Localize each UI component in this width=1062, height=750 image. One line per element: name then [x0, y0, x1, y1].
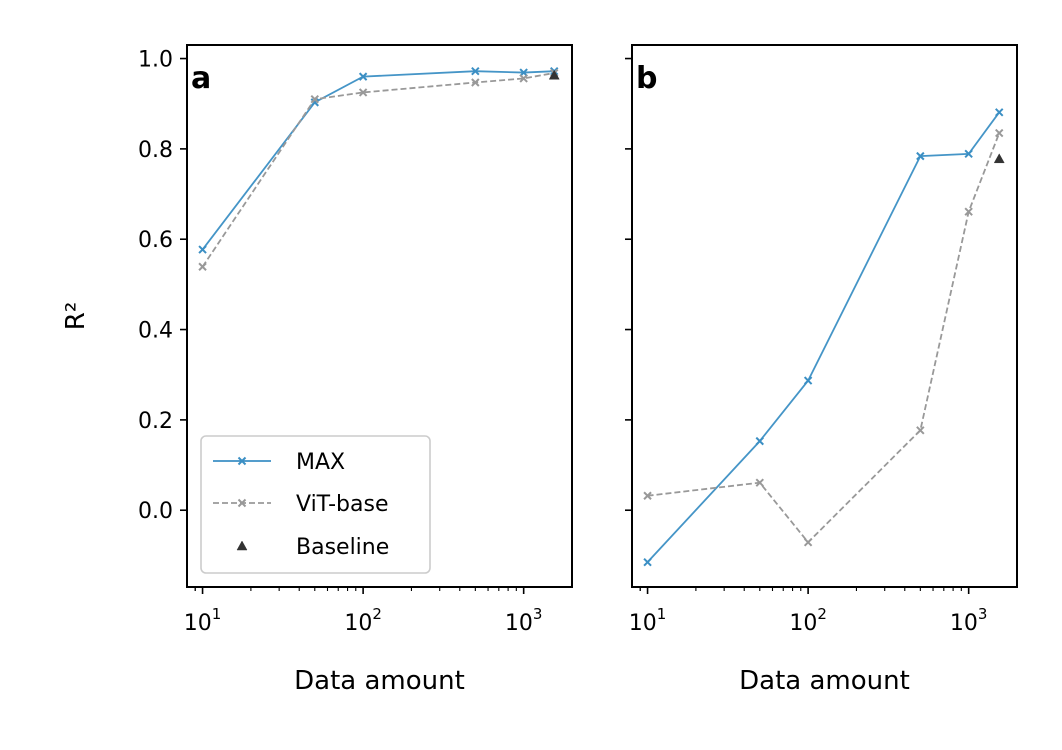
x-tick-label: 101 [629, 605, 667, 636]
x-axis-label: Data amount [294, 666, 465, 696]
x-tick-label: 101 [184, 605, 222, 636]
x-tick-label: 103 [505, 605, 543, 636]
x-tick-exponent: 1 [212, 605, 222, 623]
y-tick-label: 0.2 [138, 409, 173, 434]
panel-label: b [636, 61, 657, 96]
data-point [643, 491, 652, 500]
x-tick-label: 102 [344, 605, 382, 636]
legend-entry: MAX [213, 450, 345, 475]
panel-label: a [191, 61, 211, 96]
data-point [916, 426, 925, 435]
data-point [310, 94, 319, 104]
data-point [519, 74, 528, 83]
x-tick-exponent: 1 [657, 605, 667, 623]
legend-swatch-marker [236, 540, 248, 551]
series-baseline [993, 153, 1005, 164]
y-tick-label: 0.0 [138, 499, 173, 524]
series-line [201, 72, 555, 268]
legend-swatch-marker [237, 498, 247, 508]
x-tick-base: 10 [950, 611, 978, 636]
legend-entry: Baseline [236, 535, 389, 560]
data-point [964, 149, 973, 159]
series-baseline [548, 69, 560, 80]
data-point [755, 436, 764, 446]
y-tick-label: 0.8 [138, 138, 173, 163]
y-tick-label: 0.4 [138, 319, 173, 344]
data-point [916, 151, 925, 161]
y-axis-label: R² [61, 302, 91, 331]
series-max [643, 108, 1004, 567]
data-point [993, 153, 1005, 164]
y-tick-label: 1.0 [138, 48, 173, 73]
series-line [647, 132, 1001, 544]
data-point [995, 108, 1004, 117]
x-tick-exponent: 2 [372, 605, 382, 623]
legend-label: MAX [296, 450, 345, 475]
x-tick-base: 10 [629, 611, 657, 636]
data-point [471, 78, 480, 87]
series-line [201, 70, 555, 251]
legend-swatch-marker [237, 456, 247, 466]
x-tick-label: 102 [789, 605, 827, 636]
x-tick-exponent: 3 [978, 605, 988, 623]
data-point [803, 376, 813, 385]
x-tick-label: 103 [950, 605, 988, 636]
x-tick-base: 10 [184, 611, 212, 636]
data-point [548, 69, 560, 80]
legend-box [200, 435, 431, 574]
data-point [643, 557, 652, 567]
data-point [471, 66, 480, 76]
x-tick-base: 10 [344, 611, 372, 636]
data-point [358, 88, 368, 97]
x-tick-base: 10 [789, 611, 817, 636]
axes-frame [631, 44, 1018, 588]
x-tick-base: 10 [505, 611, 533, 636]
x-tick-exponent: 2 [817, 605, 827, 623]
data-point [964, 207, 973, 216]
series-line [646, 111, 1000, 563]
series-vit-base [643, 128, 1004, 547]
data-point [310, 98, 319, 107]
legend-entry: ViT-base [213, 492, 388, 517]
x-tick-exponent: 3 [533, 605, 543, 623]
legend-label: Baseline [296, 535, 389, 560]
legend: MAX ViT-base Baseline [200, 435, 431, 574]
y-tick-label: 0.6 [138, 228, 173, 253]
data-point [755, 478, 764, 487]
legend-label: ViT-base [296, 492, 388, 517]
data-point [803, 538, 813, 547]
axes-frame [186, 44, 573, 588]
data-point [995, 128, 1004, 138]
data-point [198, 245, 207, 254]
data-point [358, 72, 368, 81]
data-point [198, 262, 207, 271]
x-axis-label: Data amount [739, 666, 910, 696]
